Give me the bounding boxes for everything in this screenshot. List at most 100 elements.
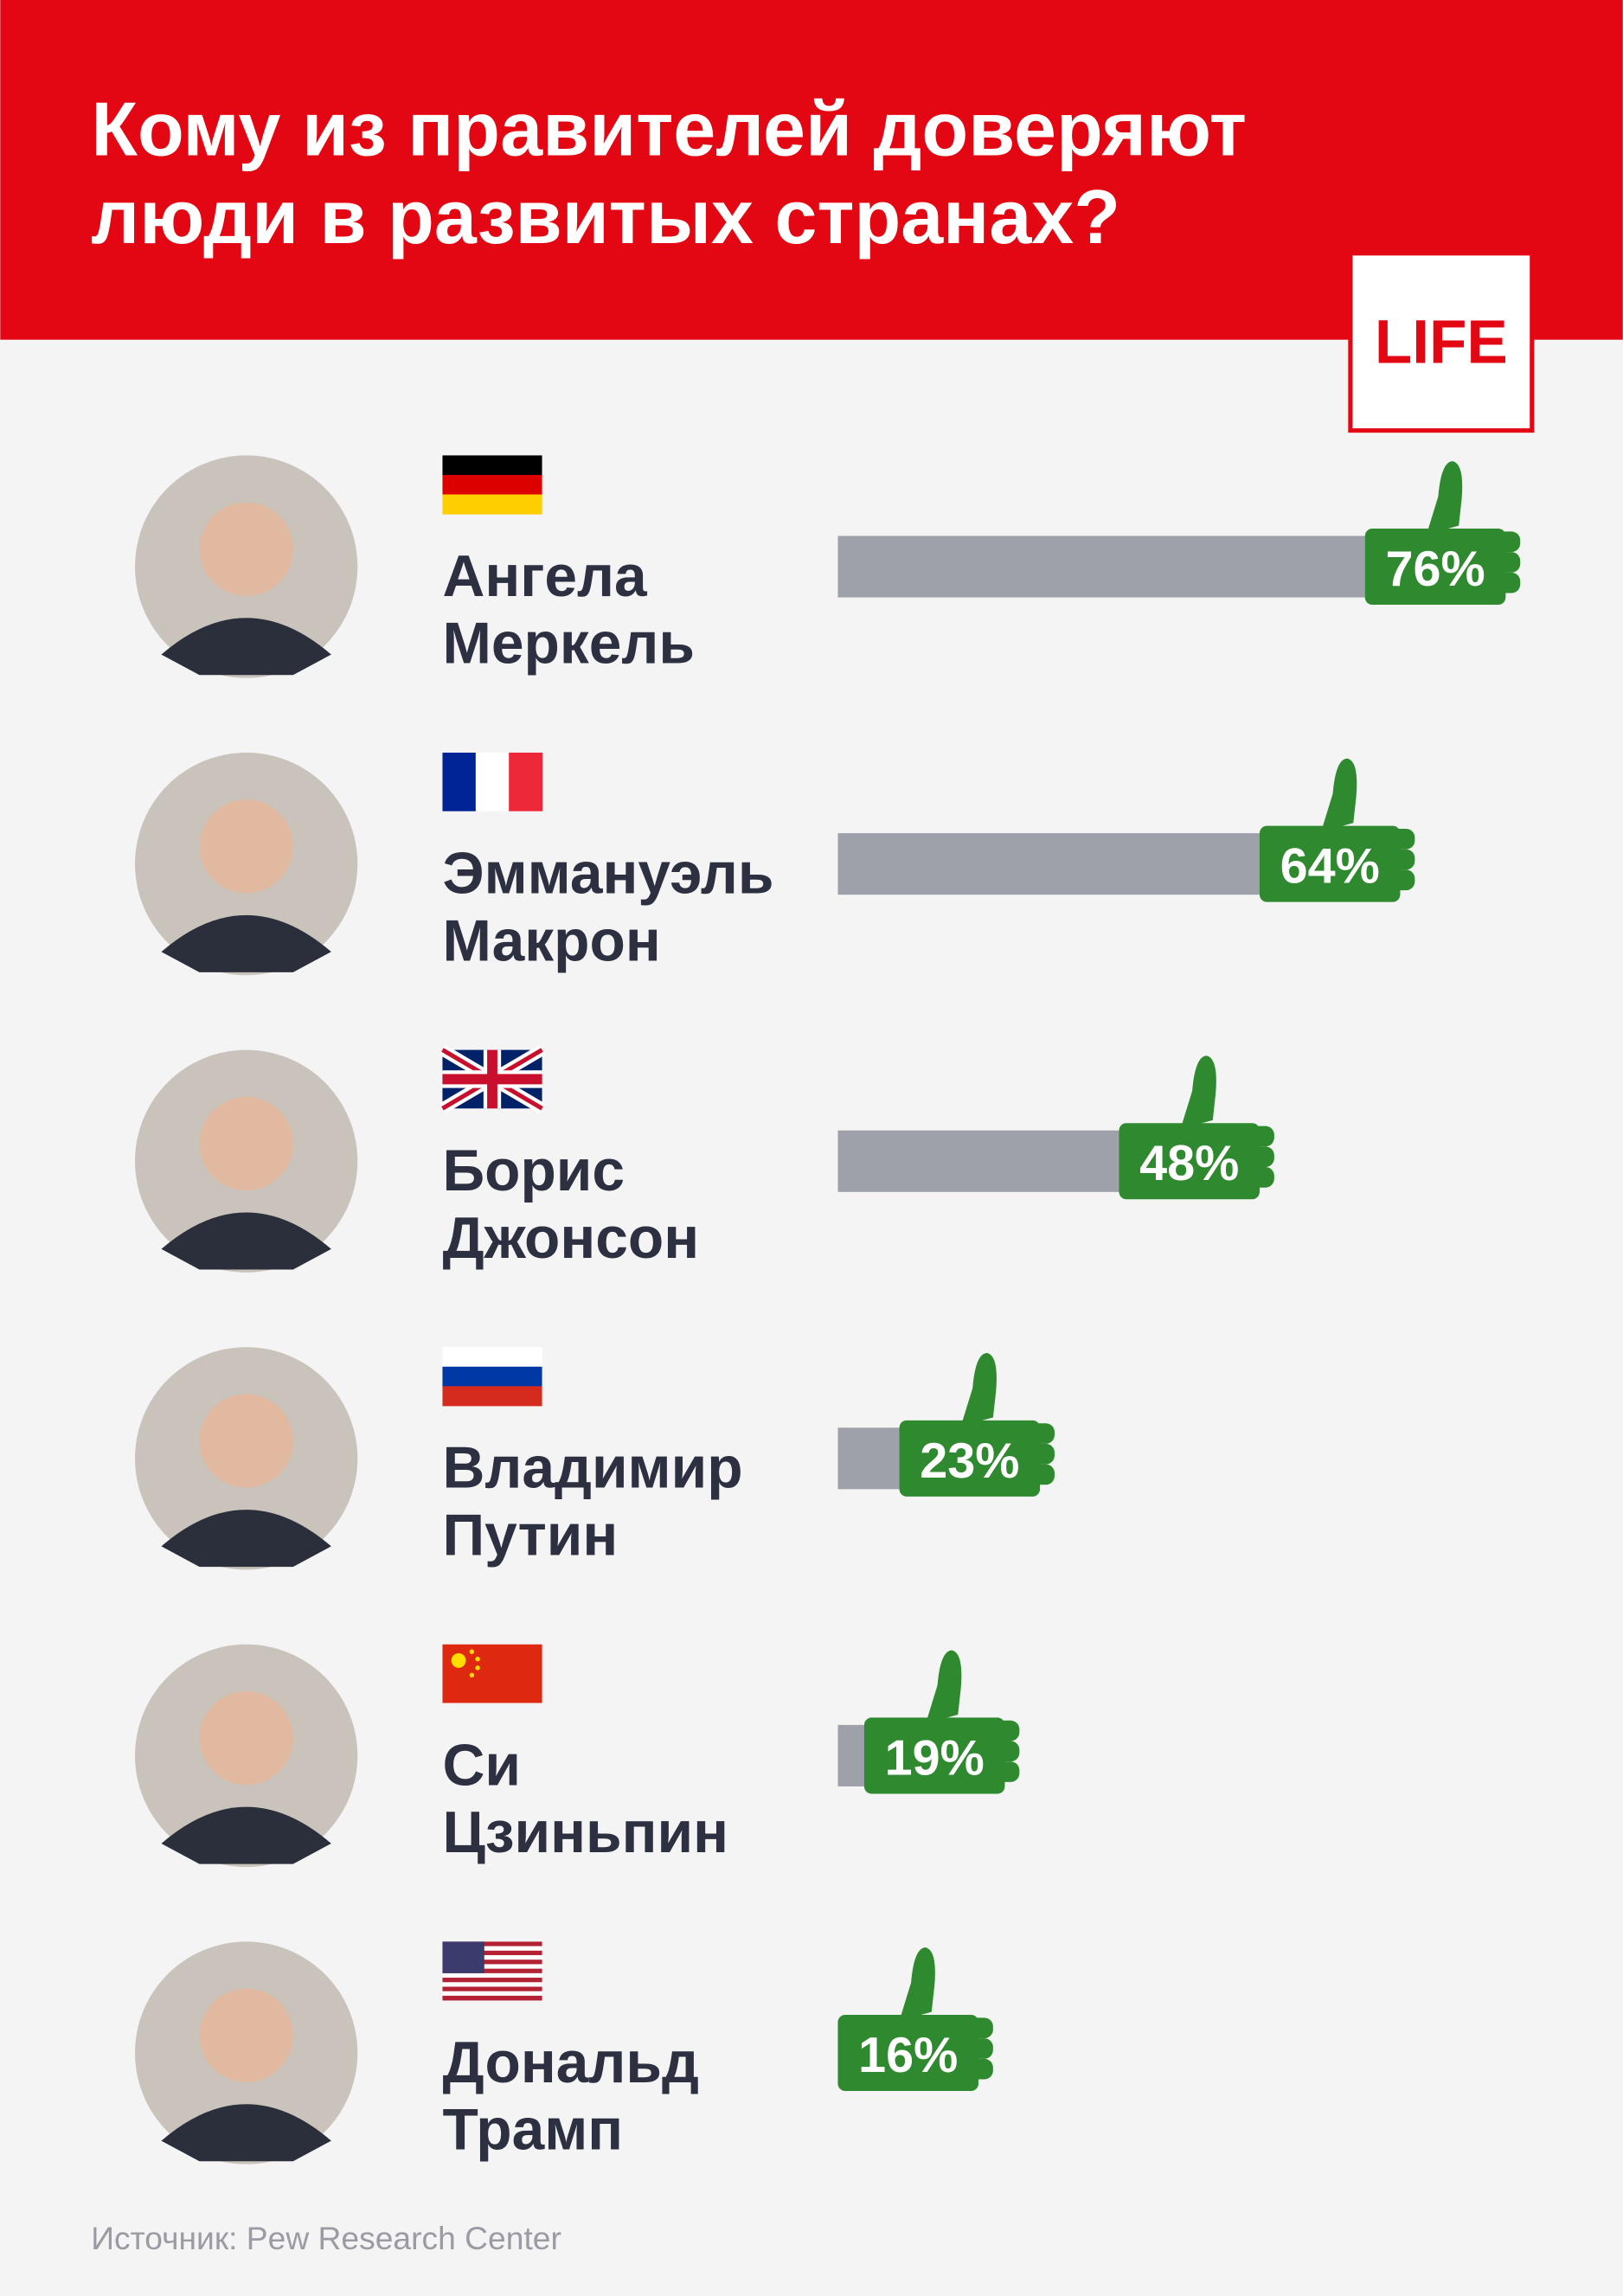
flag-stripe	[442, 1347, 542, 1368]
flag-stripe	[442, 1941, 542, 1946]
portrait-body	[161, 2104, 331, 2162]
value-label: 76%	[1385, 542, 1485, 597]
flag-star	[475, 1665, 480, 1671]
portrait-body	[161, 618, 331, 676]
thumb-part	[1022, 1443, 1055, 1465]
thumb-part	[987, 1720, 1020, 1741]
portrait-head	[199, 1096, 293, 1191]
flag-stripe	[442, 752, 477, 811]
thumb-part	[987, 1741, 1020, 1762]
portrait-body	[161, 914, 331, 972]
thumb-part	[899, 1420, 1041, 1497]
flag-stripe	[442, 1982, 542, 1987]
thumb-part	[1241, 1167, 1274, 1188]
flag-stripe	[442, 1968, 542, 1974]
flag-stripe	[442, 1946, 542, 1952]
flag-stripe	[442, 1955, 542, 1960]
portrait-head	[199, 502, 293, 596]
flag-star	[451, 1652, 466, 1668]
thumb-part	[1241, 1146, 1274, 1168]
logo-box	[1348, 251, 1535, 433]
title-line: люди в развитых странах?	[91, 174, 1120, 260]
thumb-badge	[863, 1650, 1020, 1794]
flag-star	[475, 1657, 480, 1662]
thumb-part	[1487, 572, 1521, 593]
thumb-part	[987, 1761, 1020, 1782]
thumb-badge	[1259, 758, 1415, 902]
portrait-body	[161, 1212, 331, 1270]
thumb-part	[837, 2015, 978, 2092]
flag-canton	[442, 1941, 484, 1973]
thumb-part	[1426, 461, 1463, 535]
portrait-head	[199, 1394, 293, 1488]
category-label: Дональд	[442, 2030, 698, 2095]
flag-stripe	[442, 1366, 542, 1387]
thumb-part	[1382, 849, 1415, 870]
category-label: Цзиньпин	[442, 1800, 728, 1865]
thumb-part	[960, 2017, 993, 2039]
category-label: Борис	[442, 1138, 625, 1203]
flag-stripe	[442, 1986, 542, 1992]
thumb-badge	[1364, 461, 1521, 606]
flag-star	[469, 1649, 475, 1654]
category-label: Эммануэль	[442, 841, 773, 906]
flag-stripe	[442, 1991, 542, 1997]
flag-stripe	[475, 752, 510, 811]
value-label: 19%	[885, 1730, 985, 1786]
category-label: Макрон	[442, 908, 660, 973]
title-line: Кому из правителей доверяют	[91, 86, 1247, 171]
flag-stripe	[442, 455, 542, 476]
flag-stripe	[442, 1964, 542, 1969]
thumb-part	[1321, 758, 1357, 832]
thumb-part	[1382, 829, 1415, 850]
thumb-part	[863, 1717, 1005, 1794]
thumb-part	[960, 1352, 997, 1427]
category-label: Путин	[442, 1504, 618, 1568]
thumb-badge	[1119, 1055, 1274, 1200]
thumb-part	[1364, 529, 1506, 606]
thumb-part	[960, 2058, 993, 2080]
flag-star	[469, 1672, 475, 1678]
category-label: Меркель	[442, 612, 695, 677]
flag-stripe	[442, 1950, 542, 1956]
portrait-body	[161, 1806, 331, 1864]
value-label: 48%	[1139, 1136, 1239, 1191]
flag-stripe	[442, 1995, 542, 2001]
flag-stripe	[509, 752, 543, 811]
flag-cross	[442, 1049, 542, 1109]
thumb-part	[960, 2038, 993, 2059]
thumb-part	[1022, 1464, 1055, 1485]
portrait-head	[199, 799, 293, 894]
value-label: 64%	[1280, 839, 1380, 895]
thumb-part	[1180, 1055, 1216, 1129]
thumb-badge	[899, 1352, 1055, 1497]
thumb-part	[1259, 825, 1401, 902]
value-label: 23%	[920, 1433, 1019, 1489]
thumb-part	[1241, 1126, 1274, 1147]
flag-stripe	[442, 474, 542, 496]
category-label: Си	[442, 1733, 521, 1798]
thumb-part	[1119, 1123, 1260, 1200]
thumb-part	[926, 1650, 962, 1724]
portrait-head	[199, 1988, 293, 2082]
flag-stripe	[442, 1972, 542, 1979]
flag-stripe	[442, 1959, 542, 1965]
category-label: Ангела	[442, 544, 648, 609]
portrait-head	[199, 1690, 293, 1786]
logo: LIFE	[1375, 309, 1508, 377]
thumb-part	[1382, 869, 1415, 891]
source: Источник: Pew Research Center	[91, 2220, 561, 2256]
thumb-badge	[837, 1947, 993, 2092]
thumb-part	[1487, 552, 1521, 573]
flag-stripe	[442, 494, 542, 515]
category-label: Джонсон	[442, 1206, 699, 1271]
flag-field	[442, 1644, 542, 1703]
value-label: 16%	[858, 2028, 958, 2083]
thumb-part	[1022, 1423, 1055, 1444]
thumb-part	[899, 1947, 935, 2021]
thumb-part	[1487, 531, 1521, 553]
flag-stripe	[442, 1978, 542, 1983]
flag-stripe	[442, 1386, 542, 1407]
